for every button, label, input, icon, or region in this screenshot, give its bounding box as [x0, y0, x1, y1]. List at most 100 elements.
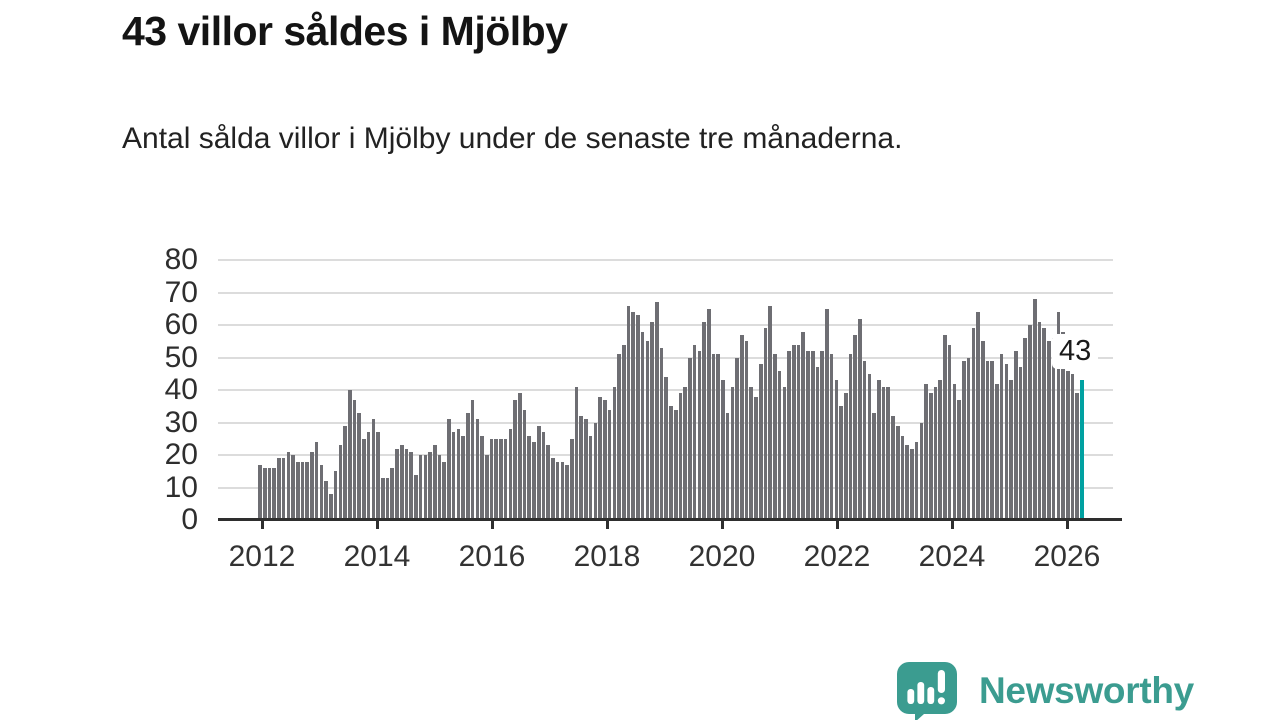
- bar: [536, 425, 541, 520]
- bar: [702, 321, 706, 520]
- bar: [1075, 393, 1080, 520]
- newsworthy-logo: Newsworthy: [895, 660, 1194, 720]
- x-tick-label: 2018: [573, 540, 641, 573]
- bar: [551, 458, 555, 520]
- y-tick-label: 0: [181, 503, 198, 536]
- y-tick-label: 80: [164, 243, 198, 276]
- bar: [343, 425, 347, 520]
- y-tick-label: 70: [164, 275, 198, 309]
- bar: [655, 302, 659, 520]
- bar: [418, 455, 423, 520]
- bar: [716, 354, 721, 520]
- bar: [919, 422, 924, 520]
- bar: [711, 354, 716, 520]
- x-tick-label: 2012: [228, 540, 296, 573]
- bar: [461, 435, 465, 520]
- bar: [1056, 312, 1061, 520]
- bar: [300, 461, 305, 520]
- bar: [792, 344, 796, 520]
- bar: [744, 341, 749, 520]
- bar: [532, 442, 536, 520]
- bar: [513, 399, 517, 520]
- bar: [503, 438, 508, 520]
- bar: [796, 344, 801, 520]
- chart-subtitle: Antal sålda villor i Mjölby under de sen…: [122, 122, 903, 155]
- bar: [1070, 373, 1075, 520]
- bar: [768, 305, 772, 520]
- bar: [924, 383, 928, 520]
- bar: [721, 380, 725, 520]
- bar: [1028, 325, 1032, 520]
- bar: [1047, 341, 1051, 520]
- bar: [834, 380, 839, 520]
- bar: [631, 312, 635, 520]
- bar: [938, 380, 943, 520]
- highlighted-bar: [1080, 380, 1084, 520]
- bar: [782, 386, 787, 520]
- bar: [895, 425, 900, 520]
- bar: [740, 334, 744, 520]
- bar: [569, 438, 574, 520]
- y-tick-label: 50: [164, 340, 198, 374]
- bar: [900, 435, 905, 520]
- bar: [806, 351, 810, 520]
- bar: [867, 373, 872, 520]
- bar: [966, 357, 971, 520]
- bar: [366, 432, 371, 520]
- gridline: [218, 259, 1113, 261]
- bar: [1023, 338, 1028, 520]
- bar: [815, 367, 820, 520]
- bar: [362, 438, 366, 520]
- bar: [735, 357, 739, 520]
- newsworthy-logo-text: Newsworthy: [979, 670, 1194, 711]
- bar: [527, 435, 532, 520]
- bar: [843, 393, 848, 520]
- y-tick-label: 20: [164, 438, 198, 471]
- bar: [999, 354, 1004, 520]
- bar: [409, 451, 413, 520]
- bar: [872, 412, 876, 520]
- bar: [692, 344, 697, 520]
- y-tick-label: 40: [164, 373, 198, 406]
- bar: [560, 461, 565, 520]
- x-tick-mark: [1065, 521, 1069, 529]
- bar: [466, 412, 470, 520]
- bar: [659, 347, 664, 520]
- bar: [678, 393, 683, 520]
- value-annotation: 43: [1052, 334, 1099, 369]
- bar: [347, 390, 352, 520]
- bar: [853, 334, 858, 520]
- x-tick-mark: [375, 521, 379, 529]
- x-axis-baseline: [218, 518, 1122, 521]
- bar: [546, 445, 550, 520]
- bar: [636, 315, 640, 520]
- bar: [990, 360, 994, 520]
- x-tick-mark: [605, 521, 609, 529]
- bar: [291, 455, 295, 520]
- bar: [758, 364, 763, 520]
- x-tick-label: 2022: [803, 540, 871, 573]
- gridline: [218, 324, 1113, 326]
- bar: [442, 461, 447, 520]
- bar: [593, 422, 598, 520]
- x-tick-label: 2016: [458, 540, 526, 573]
- bar: [787, 351, 791, 520]
- bar: [929, 393, 933, 520]
- x-tick-mark: [950, 521, 954, 529]
- bar: [470, 399, 475, 520]
- bar: [858, 318, 862, 520]
- bar: [390, 468, 395, 520]
- bar: [754, 396, 758, 520]
- bar: [825, 308, 829, 520]
- y-tick-label: 30: [164, 405, 198, 439]
- y-tick-label: 60: [164, 308, 198, 341]
- bar: [697, 351, 702, 520]
- bar: [475, 419, 480, 520]
- bar: [518, 393, 522, 520]
- x-tick-label: 2020: [688, 540, 756, 573]
- bar: [886, 386, 891, 520]
- bar: [447, 419, 451, 520]
- bar: [848, 354, 853, 520]
- bar: [763, 328, 768, 520]
